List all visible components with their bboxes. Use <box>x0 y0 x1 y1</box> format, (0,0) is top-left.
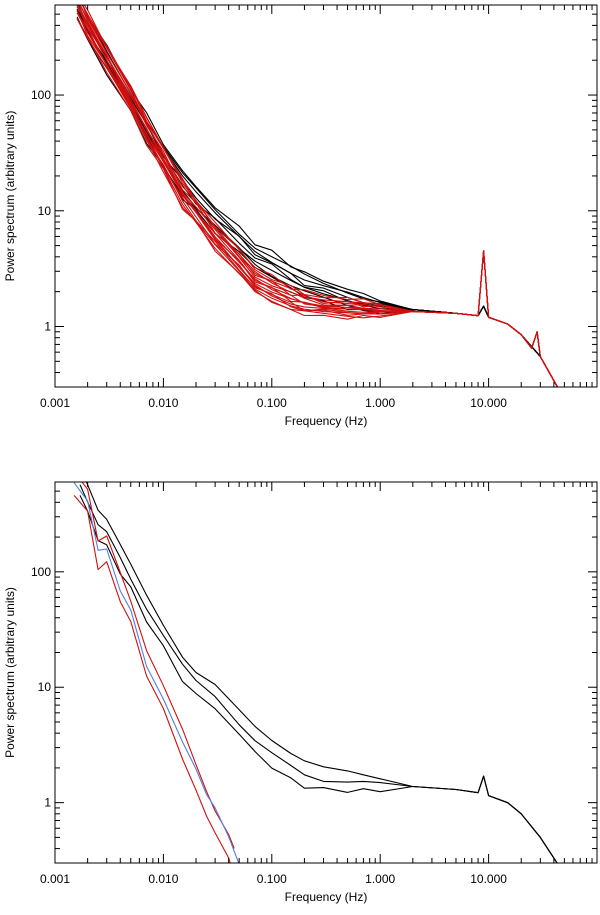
series-line-red-curves-5 <box>76 10 559 387</box>
y-tick-label: 10 <box>38 680 52 694</box>
series-line-red-curves-3 <box>76 10 559 387</box>
series-line-red-curve-1 <box>81 482 235 849</box>
series-line-black-curves-5 <box>78 5 559 387</box>
x-tick-label: 0.001 <box>40 396 70 410</box>
series-line-red-curves-13 <box>82 5 559 387</box>
series-line-red-curve-0 <box>73 495 231 863</box>
series-line-red-curves-6 <box>76 5 559 387</box>
bottom-panel: 0.001 0.010 0.100 1.000 10.000 1 10 100 Frequenc… <box>3 481 598 904</box>
series-line-red-curves-11 <box>79 5 559 387</box>
series-line-black-curves-4 <box>76 5 559 387</box>
y-tick-label: 100 <box>31 88 51 102</box>
x-axis-label: Frequency (Hz) <box>285 414 368 428</box>
x-tick-label: 0.001 <box>40 872 70 886</box>
top-panel: 0.001 0.010 0.100 1.000 10.000 1 10 100 Frequenc… <box>3 4 598 428</box>
series-line-red-curves-0 <box>76 18 559 387</box>
x-tick-label: 10.000 <box>470 396 507 410</box>
x-axis-label: Frequency (Hz) <box>285 890 368 904</box>
x-tick-label: 1.000 <box>365 872 395 886</box>
x-tick-label: 0.010 <box>148 872 178 886</box>
y-tick-label: 100 <box>31 565 51 579</box>
series-line-black-curves-0 <box>79 495 558 863</box>
y-axis-label: Power spectrum (arbitrary units) <box>3 587 17 758</box>
y-axis-label: Power spectrum (arbitrary units) <box>3 111 17 282</box>
x-tick-label: 1.000 <box>365 396 395 410</box>
series-line-black-curves-0 <box>76 18 559 387</box>
x-tick-label: 0.100 <box>257 872 287 886</box>
series-group <box>76 5 559 387</box>
series-line-red-curves-7 <box>76 5 559 387</box>
series-line-red-curves-10 <box>79 5 559 387</box>
series-line-red-curves-15 <box>83 5 559 387</box>
series-line-red-curves-4 <box>76 12 559 387</box>
series-line-red-curves-14 <box>82 5 559 387</box>
plot-frame <box>54 4 598 388</box>
series-line-black-curves-2 <box>85 482 558 863</box>
series-line-red-curves-12 <box>79 5 559 387</box>
series-line-blue-curve-0 <box>73 482 240 863</box>
y-tick-label: 1 <box>44 796 51 810</box>
series-line-red-curves-1 <box>76 18 559 387</box>
series-line-black-curves-1 <box>79 484 558 863</box>
series-line-black-curves-7 <box>82 5 559 387</box>
series-line-black-curves-2 <box>76 8 559 387</box>
x-tick-label: 10.000 <box>470 872 507 886</box>
series-line-red-curves-2 <box>76 12 559 387</box>
series-group <box>73 482 558 863</box>
y-tick-label: 1 <box>44 319 51 333</box>
x-tick-label: 0.100 <box>257 396 287 410</box>
series-line-red-curves-8 <box>76 6 559 387</box>
y-tick-label: 10 <box>38 204 52 218</box>
series-line-black-curves-6 <box>81 5 559 387</box>
x-tick-label: 0.010 <box>148 396 178 410</box>
series-line-black-curves-3 <box>76 5 559 387</box>
plot-frame <box>54 481 598 864</box>
series-line-red-curves-9 <box>77 5 559 387</box>
series-line-black-curves-1 <box>76 16 559 387</box>
